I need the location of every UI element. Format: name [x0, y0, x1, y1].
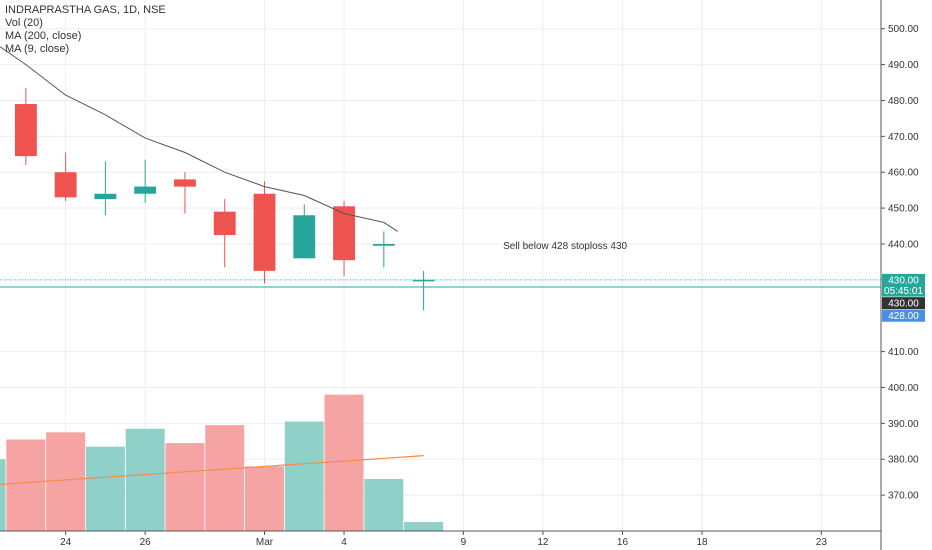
price-tag-label-2: 430.00 — [888, 299, 919, 310]
candle-body-1 — [14, 104, 37, 157]
time-tick-label-4: 9 — [461, 537, 467, 548]
time-tick-label-3: 4 — [341, 537, 347, 548]
volume-bar-11 — [404, 522, 444, 531]
volume-bar-9 — [324, 394, 364, 531]
price-tag-label-1: 05:45:01 — [884, 286, 923, 297]
candle-body-2 — [54, 172, 77, 198]
time-tick-label-1: 26 — [140, 537, 152, 548]
annotations[interactable]: Sell below 428 stoploss 430 — [503, 241, 627, 252]
volume-bar-4 — [125, 428, 165, 531]
price-tick-label-9: 390.00 — [888, 419, 919, 430]
candle-body-8 — [293, 215, 316, 259]
volume-bar-10 — [364, 478, 404, 531]
time-tick-label-6: 16 — [617, 537, 629, 548]
price-tick-label-1: 490.00 — [888, 60, 919, 71]
candle-body-9 — [333, 206, 355, 261]
volume-bar-1 — [6, 439, 46, 531]
legend-ma200[interactable]: MA (200, close) — [5, 30, 82, 42]
candlesticks — [14, 87, 435, 311]
ma9-line — [0, 46, 398, 232]
price-tick-label-10: 380.00 — [888, 455, 919, 466]
candle-body-3 — [94, 193, 117, 200]
price-tag-label-3: 428.00 — [888, 311, 919, 322]
volume-bar-5 — [165, 443, 205, 531]
volume-bar-2 — [46, 432, 86, 531]
price-tick-label-11: 370.00 — [888, 491, 919, 502]
price-tick-label-3: 470.00 — [888, 132, 919, 143]
time-tick-label-2: Mar — [256, 537, 274, 548]
volume-bar-3 — [85, 446, 125, 531]
volume-bar-7 — [245, 466, 284, 531]
price-tag-bg-0 — [882, 273, 925, 286]
volume-bar-8 — [284, 421, 324, 531]
horizontal-lines[interactable] — [0, 279, 881, 288]
price-tick-label-7: 410.00 — [888, 347, 919, 358]
volume-bars — [0, 394, 444, 531]
time-tick-label-0: 24 — [60, 537, 72, 548]
price-tick-label-5: 450.00 — [888, 204, 919, 215]
candle-body-4 — [134, 186, 157, 194]
price-tag-label-0: 430.00 — [888, 275, 919, 286]
volume-ma-segment — [0, 455, 424, 485]
legend-vol[interactable]: Vol (20) — [5, 17, 43, 29]
candle-body-11 — [412, 279, 435, 282]
volume-bar-6 — [205, 425, 245, 531]
price-tag-bg-1 — [882, 284, 925, 297]
candle-body-6 — [213, 211, 236, 236]
price-tick-label-6: 440.00 — [888, 239, 919, 250]
volume-bar-0 — [0, 459, 6, 531]
price-tick-label-2: 480.00 — [888, 96, 919, 107]
legend-ma9[interactable]: MA (9, close) — [5, 43, 70, 55]
candle-body-7 — [253, 193, 276, 271]
candle-body-5 — [174, 179, 196, 187]
time-tick-label-5: 12 — [537, 537, 549, 548]
annotation-text[interactable]: Sell below 428 stoploss 430 — [503, 241, 627, 252]
legend-title[interactable]: INDRAPRASTHA GAS, 1D, NSE — [5, 4, 166, 16]
time-tick-label-8: 23 — [816, 537, 828, 548]
volume-ma-line — [0, 455, 424, 485]
chart-legend: INDRAPRASTHA GAS, 1D, NSE Vol (20) MA (2… — [5, 4, 166, 56]
candle-body-10 — [372, 243, 395, 246]
price-tick-label-8: 400.00 — [888, 383, 919, 394]
time-tick-label-7: 18 — [696, 537, 708, 548]
price-tick-label-0: 500.00 — [888, 24, 919, 35]
ma9-polyline — [0, 46, 398, 232]
price-tag-bg-3 — [882, 309, 925, 322]
price-tag-bg-2 — [882, 297, 925, 310]
price-tick-label-4: 460.00 — [888, 168, 919, 179]
